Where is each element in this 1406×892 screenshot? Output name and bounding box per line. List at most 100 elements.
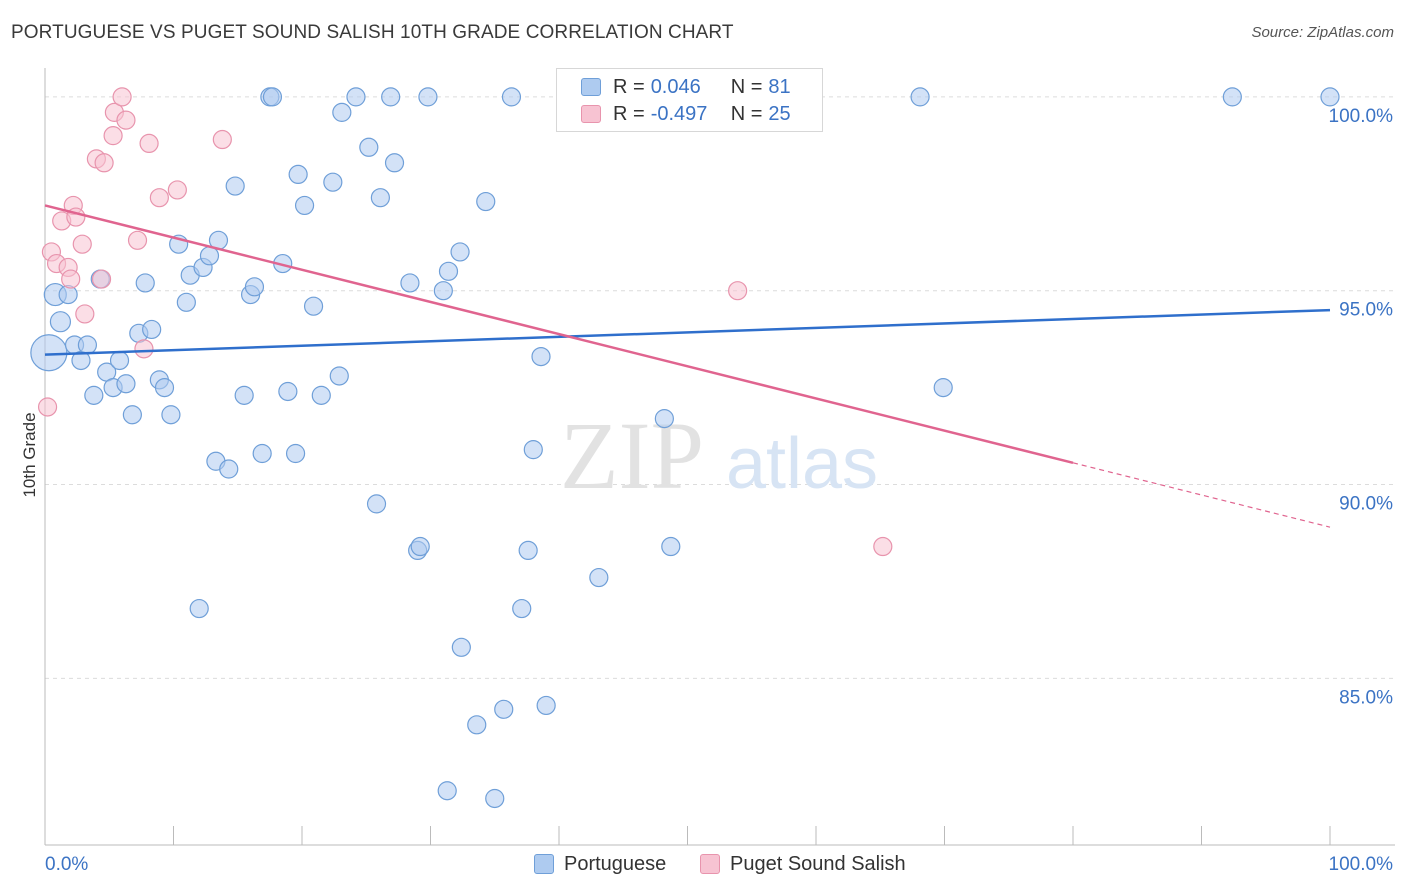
puget-sound-salish-point [139,133,159,154]
r-value: -0.497 [650,102,708,125]
legend-item-portuguese: Portuguese [534,851,666,877]
portuguese-point [410,536,430,557]
portuguese-point [933,378,953,398]
n-value: 81 [768,75,791,98]
portuguese-point [49,311,72,333]
legend-label-puget: Puget Sound Salish [730,852,906,875]
portuguese-point [244,277,265,297]
portuguese-point [654,409,674,429]
portuguese-point [311,385,331,405]
puget-sound-salish-point [112,87,132,107]
stats-row-puget: R = -0.497 N = 25 [581,101,791,127]
portuguese-point [910,87,930,107]
puget-sound-salish-point [61,269,81,289]
portuguese-point [661,536,681,557]
stats-legend: R = 0.046 N = 81 R = -0.497 N = 25 [556,68,823,132]
portuguese-point [359,137,379,157]
puget-sound-salish-point [75,304,95,324]
puget-sound-salish-point [212,129,232,150]
portuguese-point [332,102,352,122]
y-tick-label: 90.0% [1339,494,1393,515]
puget-sound-salish-point [103,126,123,146]
trend-lines [44,204,1331,528]
portuguese-point [512,598,532,619]
axes [44,68,1395,846]
portuguese-swatch [581,78,601,96]
portuguese-point [329,366,349,386]
puget-sound-salish-point [91,269,112,289]
portuguese-trend-line [44,308,1331,356]
portuguese-point [437,781,457,801]
portuguese-point [303,296,324,316]
r-label: R = [613,75,645,98]
portuguese-point [262,87,283,107]
puget-sound-salish-point [37,397,58,417]
portuguese-point [176,292,196,312]
portuguese-point [219,459,239,479]
portuguese-point [77,335,98,355]
portuguese-point [531,346,551,367]
portuguese-point [142,319,162,340]
n-value: 25 [768,102,791,125]
puget-sound-salish-point [149,188,169,208]
portuguese-point [116,374,136,394]
portuguese-point [485,788,505,809]
portuguese-point [366,494,387,514]
portuguese-point [523,440,543,460]
portuguese-point [450,242,470,262]
puget-sound-salish-point [728,281,748,301]
portuguese-point [536,695,556,716]
y-tick-label: 100.0% [1329,106,1394,127]
portuguese-point [225,176,245,196]
portuguese-points [30,87,1340,809]
portuguese-point [346,87,366,107]
y-tick-label: 95.0% [1339,300,1393,321]
portuguese-point [234,385,254,405]
portuguese-point [1320,87,1340,107]
portuguese-point [109,350,130,371]
portuguese-legend-swatch [534,854,554,874]
portuguese-point [384,153,405,173]
stats-row-portuguese: R = 0.046 N = 81 [581,74,791,100]
puget-legend-swatch [700,854,720,874]
portuguese-point [589,567,609,588]
puget-swatch [581,105,601,123]
portuguese-point [161,405,181,425]
portuguese-point [135,273,155,293]
portuguese-point [433,281,453,301]
puget-sound-salish-point [116,110,136,130]
portuguese-point [30,334,68,372]
portuguese-point [501,87,522,107]
portuguese-point [154,378,175,398]
portuguese-point [370,188,390,208]
portuguese-point [518,540,538,561]
y-tick-label: 85.0% [1339,687,1393,708]
puget-sound-salish-point [134,339,154,359]
x-tick-label-start: 0.0% [45,854,88,875]
puget-sound-salish-points [37,87,893,557]
n-label: N = [730,75,763,98]
portuguese-point [381,87,401,107]
portuguese-point [285,443,306,464]
legend-label-portuguese: Portuguese [564,852,667,875]
puget-sound-salish-point [127,230,148,250]
puget-trend-line [44,204,1074,465]
r-value: 0.046 [650,75,701,98]
portuguese-point [294,195,315,216]
portuguese-point [467,715,487,735]
portuguese-point [438,261,459,281]
portuguese-point [189,598,209,619]
x-tick-label-end: 100.0% [1329,854,1394,875]
puget-sound-salish-point [72,234,92,254]
portuguese-point [288,164,308,185]
puget-sound-salish-point [873,536,893,557]
portuguese-point [1222,87,1242,107]
portuguese-point [323,172,343,192]
portuguese-point [252,443,272,464]
puget-sound-salish-point [94,153,114,173]
watermark-atlas: atlas [726,424,878,504]
watermark-zip: ZIP [560,402,704,509]
puget-sound-salish-point [167,180,187,200]
source-credit: Source: ZipAtlas.com [1251,24,1394,41]
